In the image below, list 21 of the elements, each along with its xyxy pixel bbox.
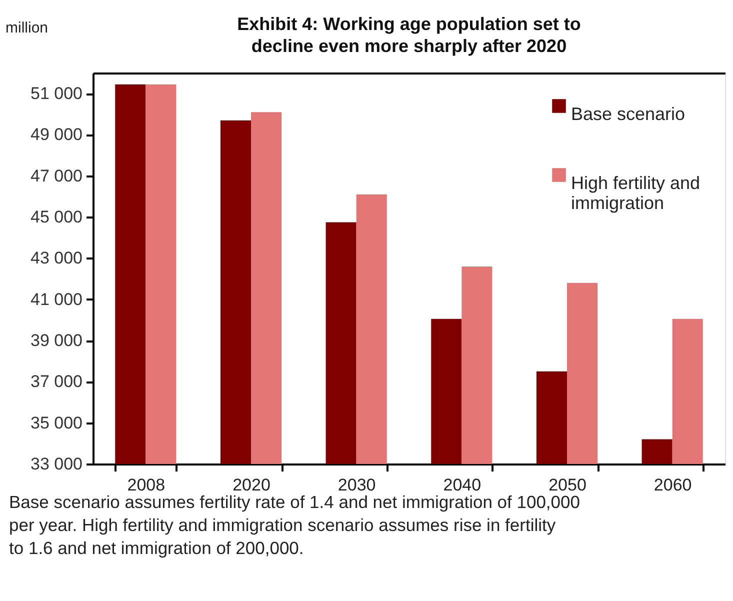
y-tick-label: 35 000 <box>30 413 82 432</box>
y-tick-label: 49 000 <box>30 125 82 144</box>
x-tick-label: 2020 <box>232 476 270 494</box>
legend-label: Base scenario <box>571 104 686 124</box>
x-tick-label: 2030 <box>338 476 376 494</box>
x-tick-label: 2008 <box>127 476 166 494</box>
y-tick-label: 43 000 <box>30 248 82 268</box>
y-axis-title: million <box>6 20 48 36</box>
y-tick-label: 39 000 <box>30 331 82 350</box>
x-tick-label: 2040 <box>443 476 482 494</box>
legend-label: High fertility and immigration <box>571 173 700 213</box>
x-tick-label: 2060 <box>654 476 692 494</box>
y-tick-label: 37 000 <box>30 372 82 392</box>
y-tick-label: 33 000 <box>30 454 82 474</box>
y-tick-label: 51 000 <box>30 84 82 104</box>
chart-title: Exhibit 4: Working age population set to decline even more sharply after 2020 <box>237 14 581 56</box>
y-tick-label: 41 000 <box>30 290 82 309</box>
y-tick-label: 47 000 <box>30 166 82 186</box>
text: Base scenario assumes fertility rate of 1.4 and net immigration of 100,000 per year. High fertility and immigration scenario assumes rise in fertility to 1.6 and net immigration of 200,000. <box>9 492 580 558</box>
x-tick-label: 2050 <box>548 476 586 494</box>
y-tick-label: 45 000 <box>30 208 82 227</box>
